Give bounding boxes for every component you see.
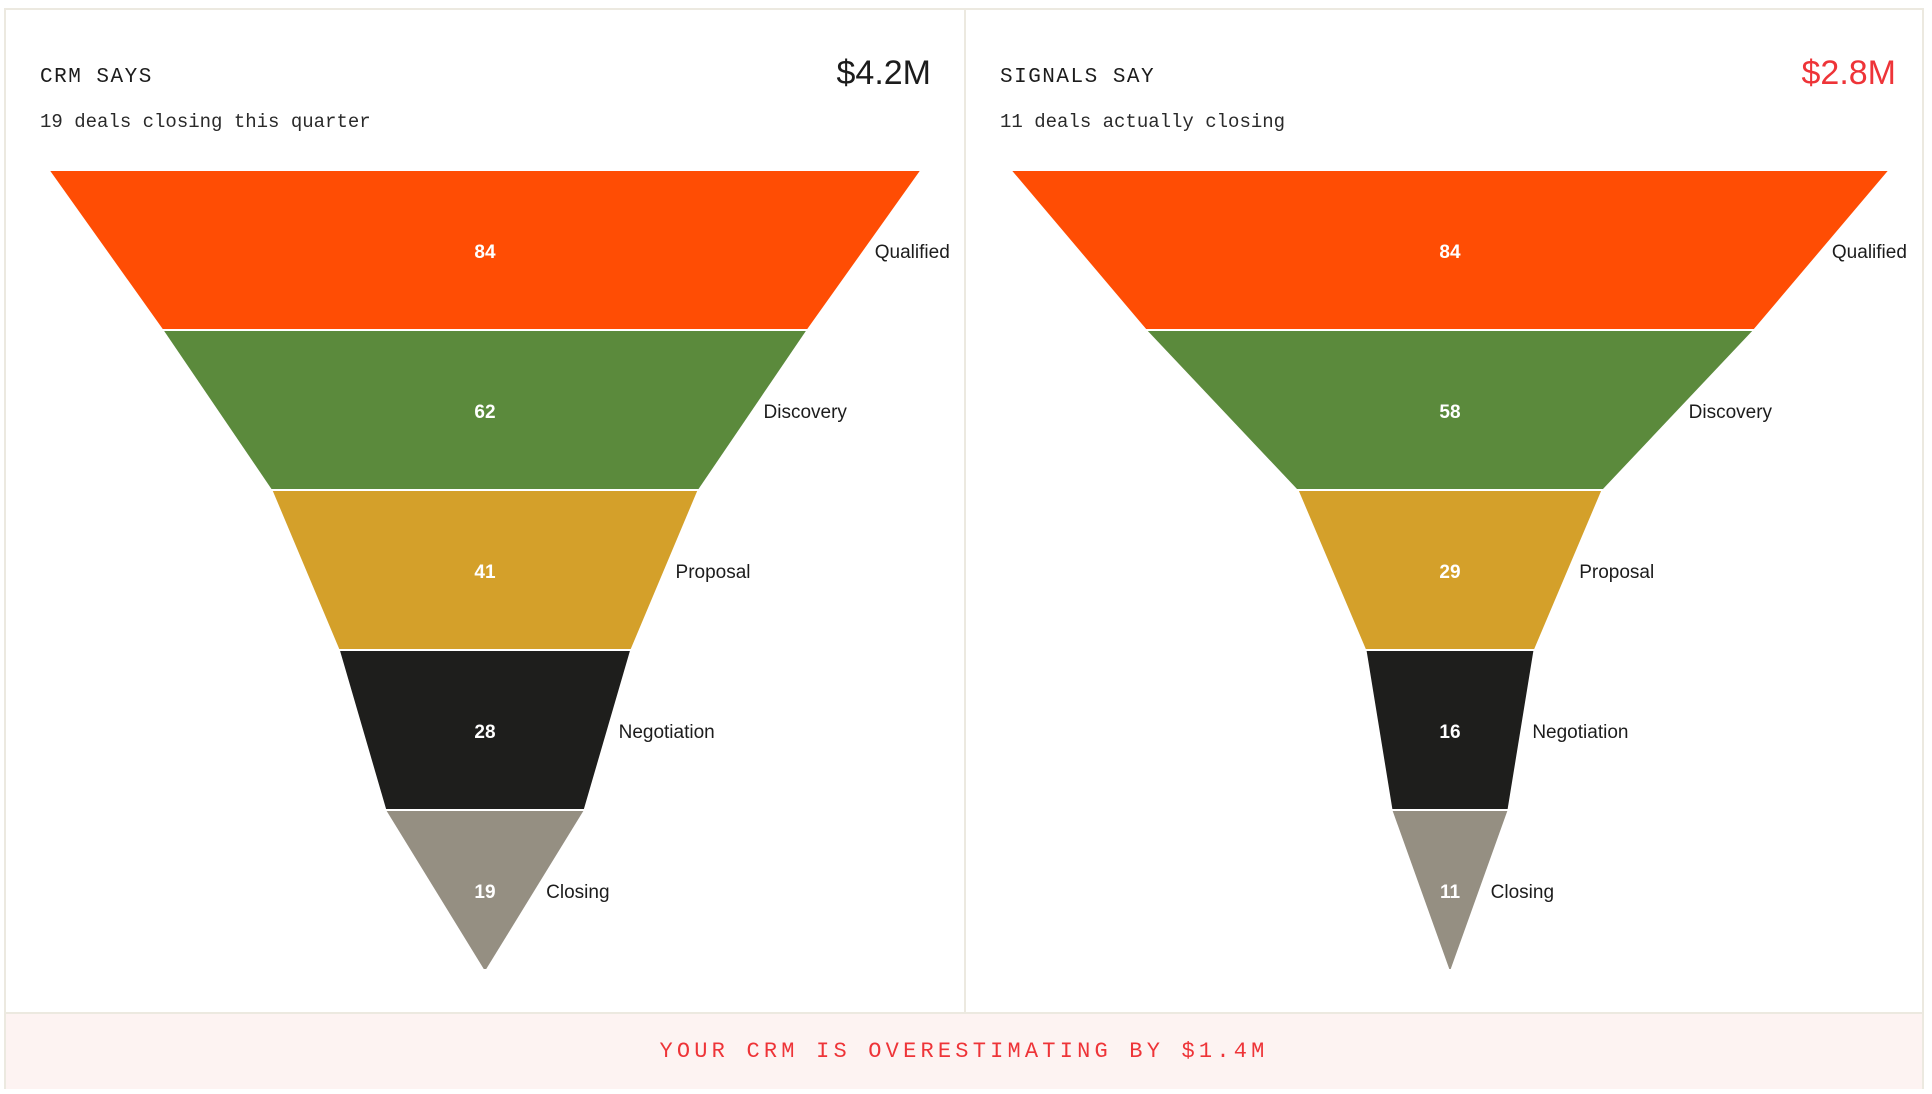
funnel-stage-value: 29 xyxy=(1439,562,1460,583)
funnel-stage-label: Discovery xyxy=(764,402,848,423)
crm-funnel-chart: 84 Qualified 62 Discovery 41 Proposal 28 Negoti… xyxy=(50,171,950,969)
signals-panel-subtitle: 11 deals actually closing xyxy=(1000,111,1286,133)
funnel-stage-label: Qualified xyxy=(875,242,950,263)
signals-forecast-amount: $2.8M xyxy=(1801,54,1897,92)
funnel-stage-value: 11 xyxy=(1440,882,1461,903)
funnel-stage-label: Qualified xyxy=(1832,242,1907,263)
funnel-stage-label: Closing xyxy=(1491,882,1554,903)
funnel-stage-discovery xyxy=(164,331,806,489)
funnel-stage-proposal xyxy=(1298,491,1602,649)
funnel-stage-closing xyxy=(386,811,584,969)
funnel-stage-label: Proposal xyxy=(1579,562,1654,583)
funnel-stage-discovery xyxy=(1147,331,1753,489)
overestimate-banner: YOUR CRM IS OVERESTIMATING BY $1.4M xyxy=(6,1012,1922,1089)
funnel-stage-label: Negotiation xyxy=(619,722,715,743)
signals-panel: SIGNALS SAY 11 deals actually closing $2… xyxy=(966,10,1922,1012)
signals-funnel-chart: 84 Qualified 58 Discovery 29 Proposal 16 Negoti… xyxy=(1012,171,1907,969)
funnel-stage-value: 62 xyxy=(474,402,495,423)
crm-forecast-amount: $4.2M xyxy=(836,54,932,92)
funnel-stage-value: 28 xyxy=(474,722,495,743)
crm-panel-title: CRM SAYS xyxy=(40,66,153,89)
funnel-stage-qualified xyxy=(50,171,920,329)
funnel-stage-qualified xyxy=(1012,171,1888,329)
funnel-stage-proposal xyxy=(272,491,698,649)
funnel-stage-negotiation xyxy=(1366,651,1534,809)
funnel-stage-closing xyxy=(1392,811,1508,969)
funnel-stage-negotiation xyxy=(340,651,630,809)
funnel-stage-value: 84 xyxy=(1439,242,1461,263)
funnel-stage-value: 58 xyxy=(1439,402,1460,423)
funnel-stage-value: 16 xyxy=(1439,722,1460,743)
overestimate-message: YOUR CRM IS OVERESTIMATING BY $1.4M xyxy=(659,1039,1269,1064)
crm-panel-subtitle: 19 deals closing this quarter xyxy=(40,111,371,133)
comparison-card: CRM SAYS 19 deals closing this quarter $… xyxy=(4,8,1924,1089)
crm-panel: CRM SAYS 19 deals closing this quarter $… xyxy=(6,10,964,1012)
funnel-stage-value: 84 xyxy=(474,242,496,263)
funnel-stage-label: Proposal xyxy=(676,562,751,583)
funnel-stage-label: Closing xyxy=(546,882,609,903)
funnel-stage-label: Discovery xyxy=(1689,402,1773,423)
funnel-stage-label: Negotiation xyxy=(1532,722,1628,743)
panel-divider xyxy=(964,10,966,1012)
funnel-stage-value: 19 xyxy=(474,882,495,903)
funnel-stage-value: 41 xyxy=(474,562,496,583)
signals-panel-title: SIGNALS SAY xyxy=(1000,66,1156,89)
